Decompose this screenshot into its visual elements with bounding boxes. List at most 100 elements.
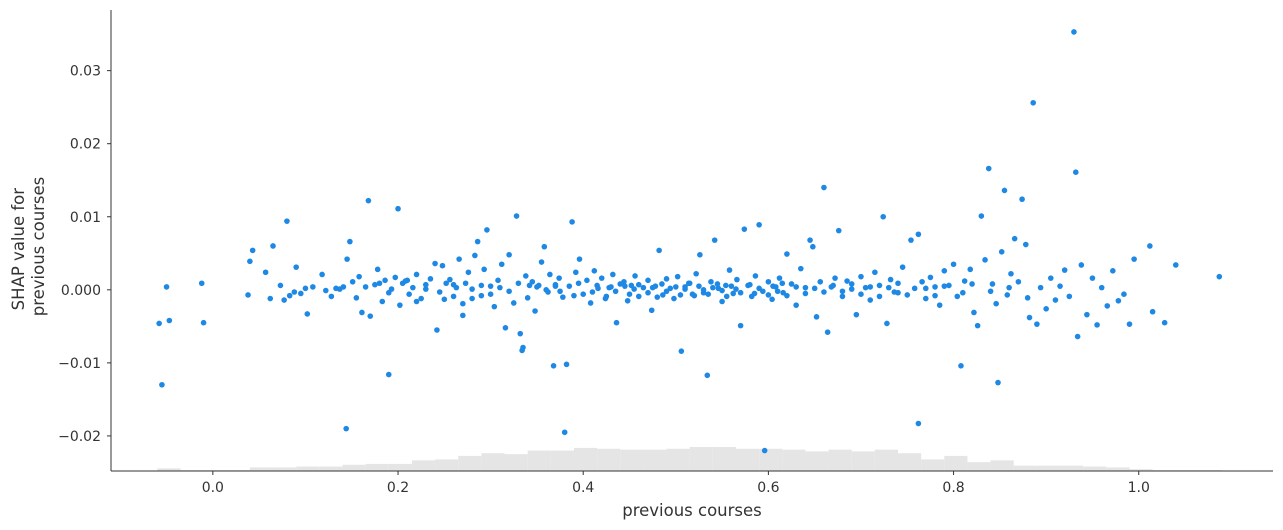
- data-point: [741, 226, 748, 232]
- data-point: [648, 307, 655, 314]
- data-point: [802, 284, 809, 291]
- data-point: [730, 290, 737, 297]
- x-axis-label: previous courses: [622, 501, 762, 520]
- data-point: [756, 285, 762, 292]
- data-point: [1004, 292, 1011, 298]
- data-point: [858, 273, 864, 280]
- data-point: [672, 284, 679, 290]
- histogram-bar: [1013, 465, 1037, 471]
- data-point: [1006, 284, 1012, 291]
- data-point: [1172, 262, 1179, 268]
- data-point: [302, 285, 309, 292]
- x-tick-label: 0.0: [202, 480, 224, 496]
- data-point: [832, 275, 838, 281]
- data-point: [423, 286, 429, 292]
- data-point: [802, 290, 809, 297]
- data-point: [719, 298, 725, 305]
- data-point: [752, 273, 759, 279]
- data-point: [491, 303, 498, 310]
- data-point: [821, 184, 827, 191]
- data-point: [719, 287, 725, 294]
- data-point: [340, 284, 347, 290]
- data-point: [406, 291, 412, 297]
- data-point: [543, 287, 549, 293]
- data-point: [343, 425, 349, 432]
- data-point: [441, 296, 448, 303]
- histogram-bar: [921, 459, 945, 471]
- data-point: [788, 281, 795, 287]
- data-point: [765, 292, 772, 298]
- data-point: [156, 320, 162, 327]
- data-point: [410, 284, 416, 291]
- data-point: [922, 295, 929, 302]
- data-point: [677, 292, 684, 298]
- data-point: [497, 284, 503, 291]
- data-point: [1019, 196, 1025, 203]
- data-point: [502, 325, 509, 331]
- data-point: [919, 278, 925, 285]
- data-point: [478, 292, 485, 299]
- data-point: [556, 275, 562, 281]
- histogram-bar: [805, 451, 829, 471]
- data-point: [974, 322, 981, 329]
- data-point: [635, 281, 642, 288]
- histogram-bar: [967, 462, 991, 471]
- data-point: [362, 284, 369, 290]
- data-point: [267, 295, 274, 302]
- data-point: [506, 288, 512, 295]
- data-point: [418, 295, 424, 302]
- data-point: [884, 320, 890, 327]
- data-point: [1131, 256, 1137, 262]
- data-point: [304, 311, 311, 317]
- data-point: [524, 295, 531, 301]
- data-point: [967, 266, 974, 273]
- y-tick-label: 0.02: [70, 137, 101, 153]
- data-point: [678, 348, 685, 354]
- data-point: [478, 282, 485, 289]
- data-point: [632, 273, 638, 279]
- data-point: [603, 293, 610, 300]
- data-point: [737, 289, 744, 296]
- histogram-bar: [1106, 467, 1130, 471]
- data-point: [447, 276, 453, 283]
- data-point: [765, 278, 772, 285]
- data-point: [1037, 284, 1044, 291]
- data-point: [1008, 270, 1014, 277]
- data-point: [286, 292, 293, 299]
- data-point: [1071, 29, 1077, 35]
- data-point: [714, 281, 721, 287]
- y-tick-label: 0.03: [70, 64, 101, 80]
- histogram-bar: [296, 466, 320, 471]
- data-point: [1104, 303, 1111, 309]
- y-tick-label: −0.01: [58, 356, 101, 372]
- data-point: [704, 372, 711, 379]
- data-point: [198, 280, 205, 287]
- data-point: [1015, 278, 1022, 285]
- histogram-bar: [573, 447, 598, 471]
- data-point: [385, 289, 392, 296]
- data-point: [848, 286, 855, 292]
- data-point: [589, 289, 596, 295]
- data-point: [613, 319, 620, 326]
- data-point: [1074, 333, 1081, 340]
- data-point: [594, 282, 600, 289]
- data-point: [950, 261, 957, 268]
- data-point: [610, 271, 616, 278]
- data-point: [941, 268, 948, 274]
- data-point: [1115, 297, 1122, 304]
- data-point: [776, 275, 783, 281]
- data-point: [356, 273, 362, 280]
- histogram-bar: [735, 448, 760, 471]
- data-point: [344, 256, 350, 262]
- data-point: [915, 231, 922, 238]
- data-point: [700, 287, 707, 293]
- data-point: [462, 280, 469, 287]
- data-point: [697, 251, 703, 258]
- data-point: [726, 267, 733, 273]
- data-point: [450, 293, 457, 300]
- histogram-bar: [342, 464, 366, 471]
- data-point: [839, 293, 846, 300]
- data-point: [1043, 306, 1049, 312]
- data-point: [1011, 235, 1018, 242]
- data-point: [867, 284, 874, 290]
